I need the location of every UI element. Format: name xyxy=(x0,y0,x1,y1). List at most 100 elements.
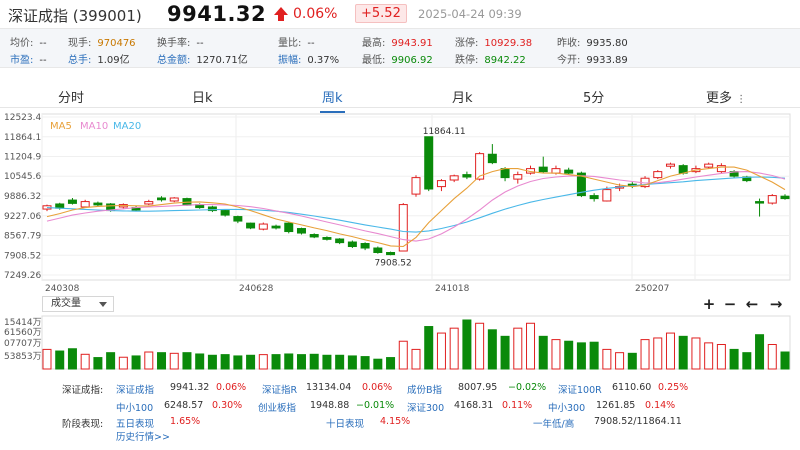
quote-field-value: -- xyxy=(39,55,47,66)
scroll-left-button[interactable]: ← xyxy=(745,295,759,313)
kline-chart[interactable]: 12523.4 11864.1 11204.9 10545.6 9886.32 9227.… xyxy=(0,110,800,375)
tab-monthly-k[interactable]: 月k xyxy=(452,91,473,106)
indicator-select-value: 成交量 xyxy=(51,298,81,309)
x-axis-tick: 240308 xyxy=(45,284,80,294)
candle-body xyxy=(411,177,421,195)
volume-bar xyxy=(742,352,752,370)
candle-body xyxy=(576,172,586,197)
volume-bar xyxy=(615,352,625,370)
indicator-select[interactable]: 成交量 xyxy=(42,296,114,312)
volume-bar xyxy=(55,350,65,370)
history-link[interactable]: 历史行情>> xyxy=(116,432,170,443)
index-link-cfb[interactable]: 成份B指 xyxy=(407,385,443,396)
candle-body xyxy=(373,247,383,254)
index-link-sz100r[interactable]: 深证100R xyxy=(558,385,602,396)
volume-bar xyxy=(538,335,548,370)
quote-field-label: 最低: xyxy=(362,55,386,66)
quote-field-value: 970476 xyxy=(97,38,136,49)
quote-field-value: 9906.92 xyxy=(391,55,433,66)
tab-more[interactable]: 更多 ⋮ xyxy=(706,87,746,106)
low-annotation: 7908.52 xyxy=(375,258,412,268)
x-axis-tick: 240628 xyxy=(239,284,274,294)
volume-bar xyxy=(564,340,574,370)
candle-body xyxy=(564,169,574,174)
ma5-legend: MA5 xyxy=(50,121,72,132)
volume-bar xyxy=(691,337,701,370)
zoom-in-button[interactable]: + xyxy=(702,295,716,313)
candle-body xyxy=(449,175,459,181)
volume-bar xyxy=(398,340,408,370)
volume-bar xyxy=(118,356,128,370)
candle-body xyxy=(424,136,434,190)
volume-bar xyxy=(678,335,688,370)
volume-bar xyxy=(258,354,268,370)
volume-bar xyxy=(207,354,217,370)
volume-bar xyxy=(653,337,663,370)
y-axis-tick: 10545.6 xyxy=(4,172,41,182)
zoom-out-button[interactable]: − xyxy=(723,295,737,313)
candle-body xyxy=(487,153,497,164)
candle-body xyxy=(296,228,306,234)
quote-field-label: 市盈: xyxy=(10,55,34,66)
volume-axis-tick: 61560万 xyxy=(4,328,42,338)
ten-day-value: 4.15% xyxy=(380,416,411,427)
tab-5min[interactable]: 5分 xyxy=(583,91,605,106)
scroll-right-button[interactable]: → xyxy=(769,295,783,313)
volume-bar xyxy=(309,353,319,370)
volume-bar xyxy=(271,354,281,370)
ma5-line xyxy=(46,166,786,248)
index-value: 9941.32 xyxy=(170,382,210,393)
quote-field-label: 换手率: xyxy=(157,38,191,49)
volume-bar xyxy=(335,354,345,370)
volume-bar xyxy=(627,352,637,370)
index-link-zx100[interactable]: 中小100 xyxy=(116,403,154,414)
volume-bar xyxy=(475,322,485,370)
volume-bar xyxy=(195,353,205,370)
candle-body xyxy=(246,222,256,229)
volume-bar xyxy=(169,352,179,370)
candle-body xyxy=(144,201,154,205)
volume-bar xyxy=(449,327,459,370)
candle-body xyxy=(500,168,510,179)
index-link-szcz[interactable]: 深证成指 xyxy=(116,385,155,396)
quote-field-value: 1270.71亿 xyxy=(196,55,248,66)
volume-bar xyxy=(284,353,294,370)
tab-weekly-k[interactable]: 周k xyxy=(320,87,345,113)
candle-body xyxy=(80,201,90,208)
year-range-label: 一年低/高 xyxy=(533,419,575,430)
volume-bar xyxy=(93,357,103,370)
candle-body xyxy=(716,165,726,173)
candle-body xyxy=(436,180,446,188)
index-link-zx300[interactable]: 中小300 xyxy=(548,403,586,414)
index-value: 8007.95 xyxy=(458,382,498,393)
ten-day-label: 十日表现 xyxy=(326,419,365,430)
volume-bar xyxy=(144,351,154,370)
candle-body xyxy=(157,197,167,201)
candle-body xyxy=(704,163,714,168)
quote-field: 涨停: 10929.38 xyxy=(455,34,532,49)
index-pct: −0.01% xyxy=(356,400,395,411)
quote-field-value: -- xyxy=(307,38,315,49)
volume-bar xyxy=(780,351,790,370)
volume-bar xyxy=(42,348,52,370)
quote-field-label: 今开: xyxy=(557,55,581,66)
candle-body xyxy=(780,195,790,200)
volume-bar xyxy=(424,326,434,370)
candle-body xyxy=(93,202,103,206)
index-link-szr[interactable]: 深证指R xyxy=(262,385,298,396)
index-link-sz300[interactable]: 深证300 xyxy=(407,403,445,414)
tab-daily-k[interactable]: 日k xyxy=(192,91,213,106)
volume-bar xyxy=(526,322,536,370)
candle-body xyxy=(169,197,179,202)
candle-body xyxy=(309,234,319,238)
candle-body xyxy=(653,171,663,179)
x-axis-tick: 241018 xyxy=(435,284,470,294)
volume-bar xyxy=(220,354,230,370)
candle-body xyxy=(207,206,217,212)
y-axis-tick: 7249.26 xyxy=(4,271,41,281)
index-link-cyb[interactable]: 创业板指 xyxy=(258,403,297,414)
quote-field-value: 9933.89 xyxy=(586,55,628,66)
quote-table: 均价: -- 现手: 970476 换手率: -- 量比: -- 最高: 9943.91 涨停: 10… xyxy=(0,28,800,68)
quote-field-label: 现手: xyxy=(68,38,92,49)
tab-minute[interactable]: 分时 xyxy=(58,91,85,106)
